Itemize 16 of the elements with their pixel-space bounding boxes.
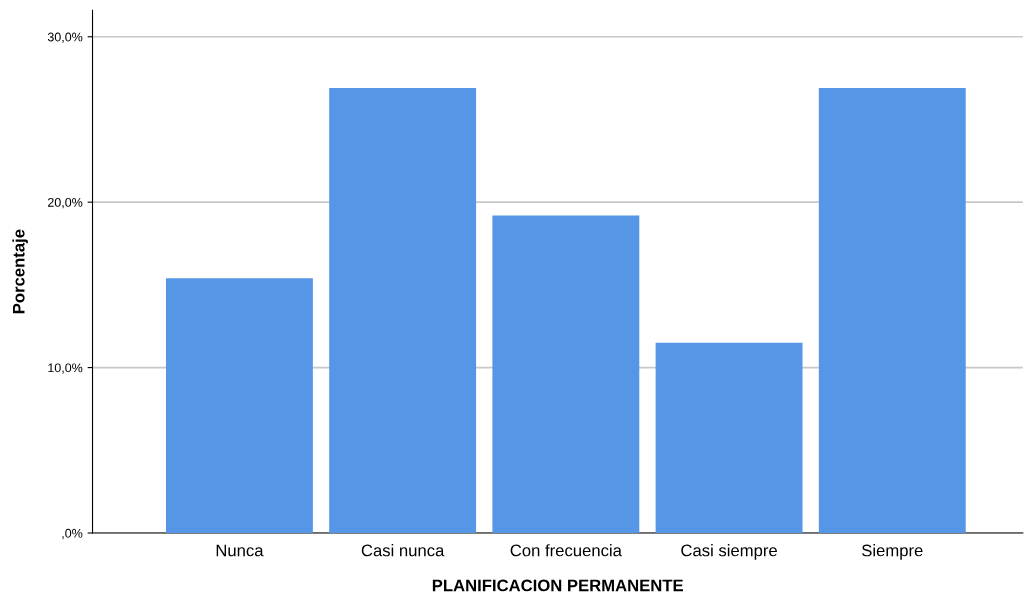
y-tick-label: 30,0% [47, 32, 83, 43]
bar [818, 88, 966, 533]
y-tick-label: 20,0% [47, 197, 83, 209]
x-tick-label: Nunca [216, 544, 264, 557]
bar [655, 342, 803, 533]
x-tick-label: Casi siempre [681, 544, 777, 560]
bar [165, 278, 313, 533]
bar [492, 215, 640, 533]
y-tick-label: 10,0% [48, 363, 83, 374]
bar [329, 88, 477, 533]
x-tick-label: Casi nunca [361, 544, 445, 557]
y-axis-title: Porcentaje [12, 229, 28, 314]
x-tick-label: Siempre [862, 544, 923, 560]
x-tick-label: Con frecuencia [510, 544, 622, 557]
x-axis-title: PLANIFICACION PERMANENTE [432, 579, 683, 592]
y-tick-label: ,0% [62, 528, 83, 540]
